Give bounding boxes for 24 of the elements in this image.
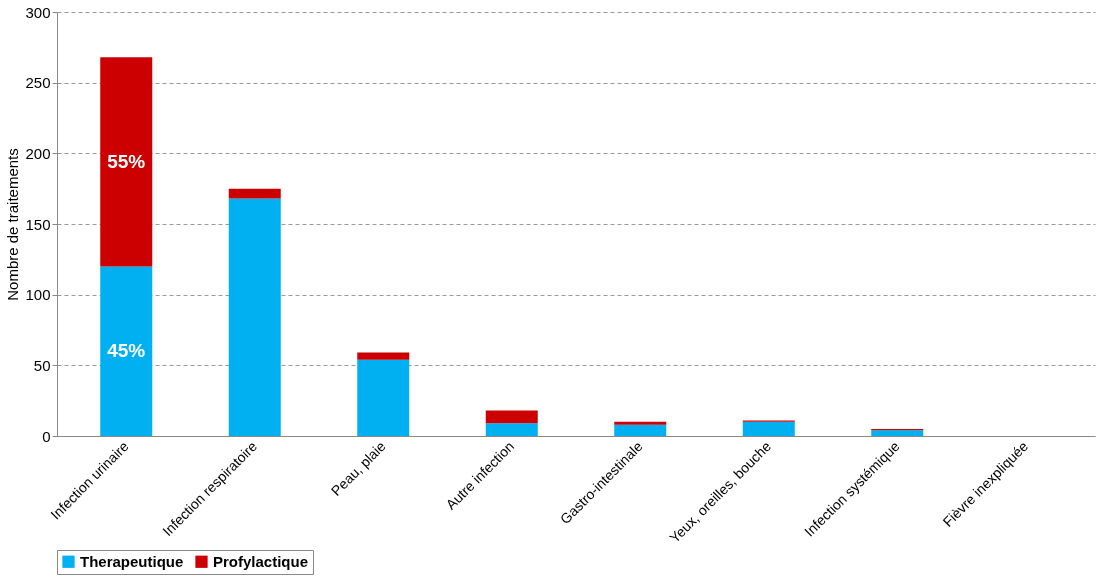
annotation: 55% [107,150,146,172]
y-tick-label: 100 [25,286,51,304]
legend-label: Therapeutique [80,552,184,570]
y-tick-label: 50 [33,356,51,374]
bar [100,266,153,436]
bar [357,359,410,436]
bar [485,423,538,436]
bar [228,188,281,199]
bar [871,430,924,436]
y-axis-title: Nombre de traitements [4,148,22,301]
y-tick-label: 200 [25,144,51,162]
bar [485,410,538,424]
y-tick-label: 0 [42,427,51,445]
y-tick-label: 300 [25,3,51,21]
y-tick-label: 150 [25,215,51,233]
bar [100,57,153,267]
annotation: 45% [107,340,146,362]
legend-label: Profylactique [213,552,309,570]
y-tick-label: 250 [25,74,51,92]
bar [742,421,795,436]
bar [357,352,410,360]
bar [614,421,667,425]
bar [228,198,281,436]
bar [614,424,667,436]
